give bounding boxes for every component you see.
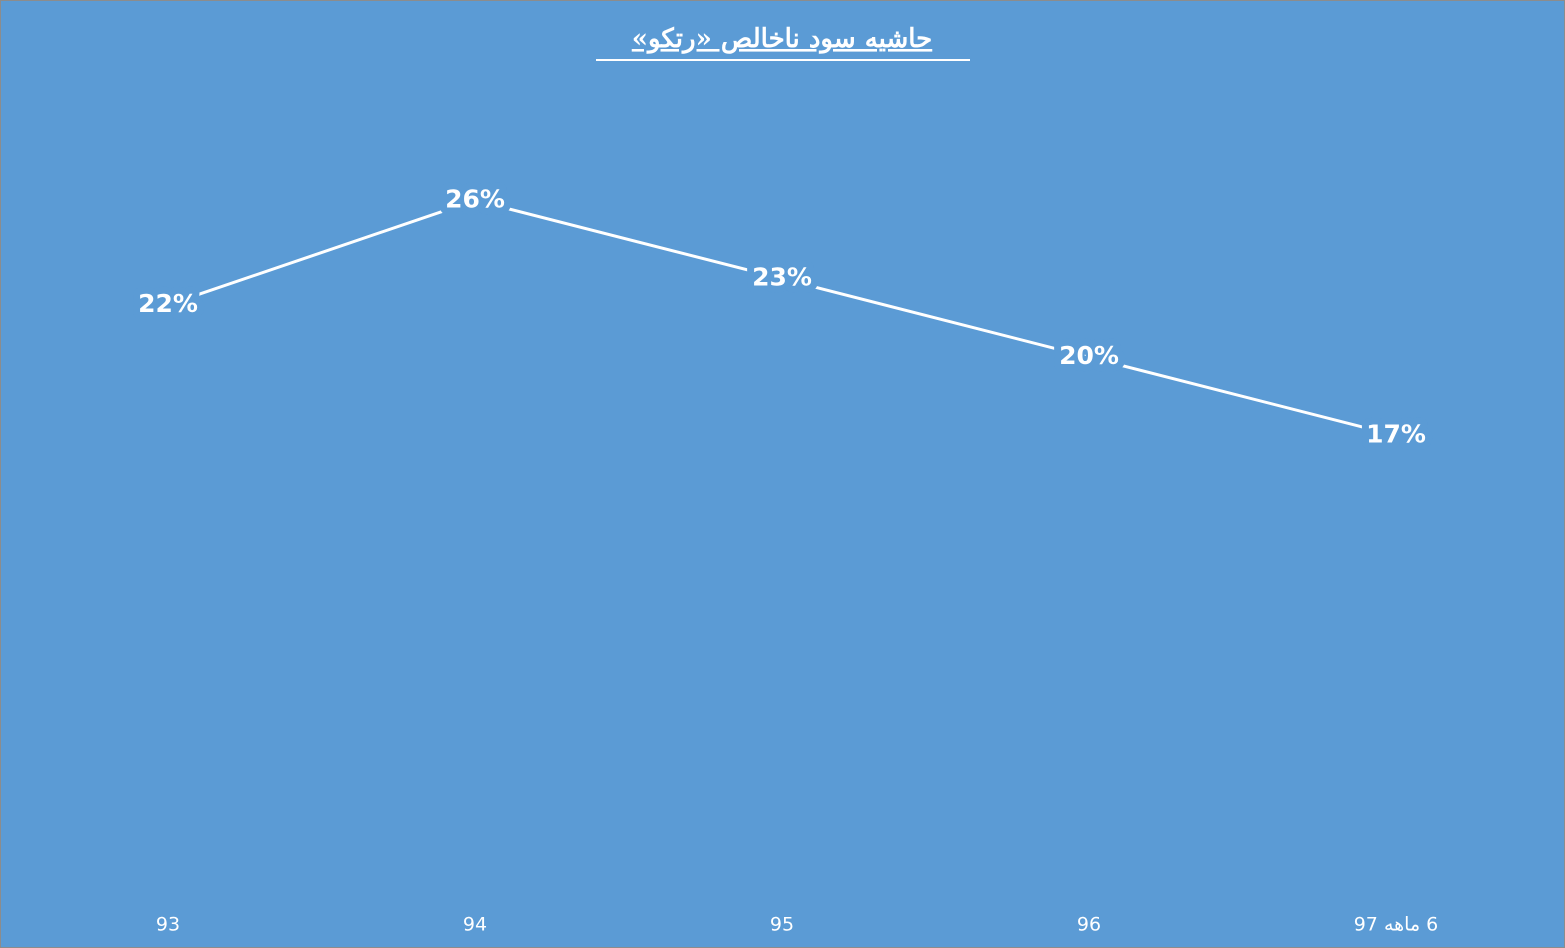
data-label: 23% xyxy=(752,263,812,292)
data-label: 26% xyxy=(445,184,505,213)
x-tick-label: 95 xyxy=(770,914,794,936)
chart-title: حاشیه سود ناخالص «رتکو» xyxy=(632,24,933,54)
data-label: 17% xyxy=(1366,420,1426,449)
x-tick-label: 94 xyxy=(463,914,487,936)
data-label: 22% xyxy=(138,289,198,318)
data-label: 20% xyxy=(1059,341,1119,370)
line xyxy=(167,198,1397,438)
x-tick-label: 6 ماهه 97 xyxy=(1354,914,1439,936)
x-tick-label: 93 xyxy=(156,914,180,936)
x-tick-label: 96 xyxy=(1077,914,1101,936)
